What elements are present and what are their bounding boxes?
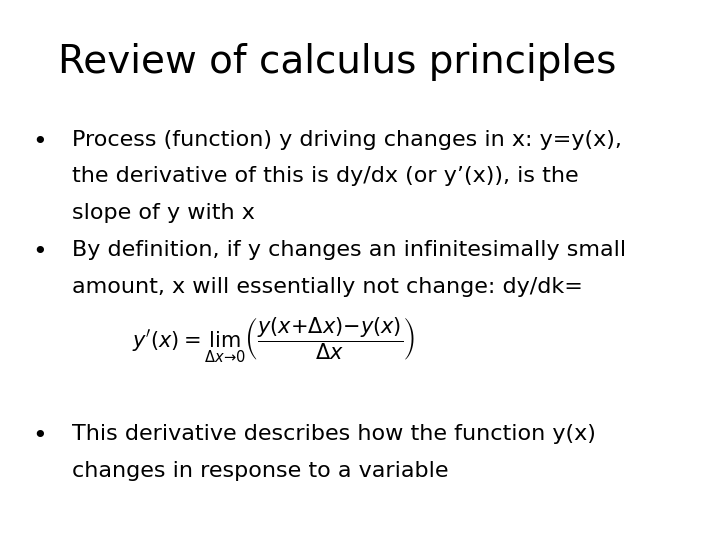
Text: By definition, if y changes an infinitesimally small: By definition, if y changes an infinites… — [72, 240, 626, 260]
Text: slope of y with x: slope of y with x — [72, 203, 255, 223]
Text: amount, x will essentially not change: dy/dk=: amount, x will essentially not change: d… — [72, 277, 583, 297]
Text: Review of calculus principles: Review of calculus principles — [58, 43, 616, 81]
Text: •: • — [32, 130, 47, 153]
Text: $y'(x) = \lim_{\Delta x \to 0}\left(\dfrac{y(x+\Delta x)-y(x)}{\Delta x}\right)$: $y'(x) = \lim_{\Delta x \to 0}\left(\dfr… — [132, 316, 415, 365]
Text: •: • — [32, 424, 47, 448]
Text: Process (function) y driving changes in x: y=y(x),: Process (function) y driving changes in … — [72, 130, 622, 150]
Text: the derivative of this is dy/dx (or y’(x)), is the: the derivative of this is dy/dx (or y’(x… — [72, 166, 579, 186]
Text: •: • — [32, 240, 47, 264]
Text: This derivative describes how the function y(x): This derivative describes how the functi… — [72, 424, 596, 444]
Text: changes in response to a variable: changes in response to a variable — [72, 461, 449, 481]
